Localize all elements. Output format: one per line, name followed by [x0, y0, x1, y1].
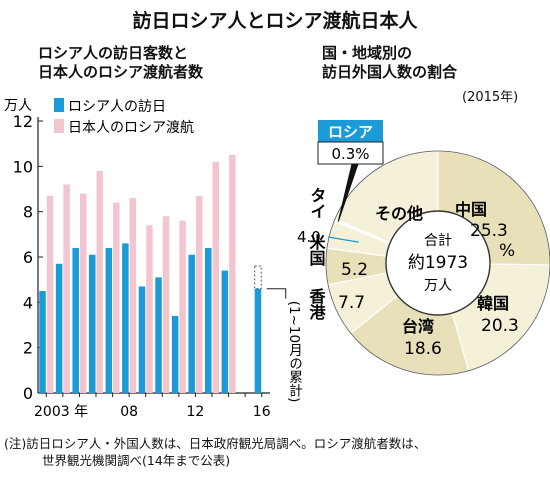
pie-label-hongkong-name: 香港	[307, 288, 327, 321]
pie-center-circle	[385, 210, 491, 316]
bar-russian-visitors	[39, 291, 46, 393]
y-tick-label: 2	[23, 339, 33, 358]
pie-outline	[325, 150, 550, 376]
bar-japanese-travelers	[162, 216, 170, 393]
pie-label-us-name: 米国	[307, 233, 326, 267]
pie-leader-thailand	[327, 236, 359, 243]
pie-chart-subtitle: 訪日外国人数の割合	[322, 63, 458, 81]
bar-russian-visitors	[122, 243, 129, 393]
y-tick-label: 4	[23, 293, 33, 312]
legend-swatch-russian-visitors	[54, 98, 64, 112]
y-tick-label: 12	[13, 112, 33, 131]
page-title: 訪日ロシア人とロシア渡航日本人	[132, 10, 418, 32]
bar-russian-visitors	[138, 286, 146, 393]
pie-label-china-unit: %	[499, 241, 515, 261]
pie-center-label-amount: 約1973	[408, 253, 468, 273]
bar-japanese-travelers	[79, 193, 87, 393]
pie-label-hongkong-value: 7.7	[338, 293, 365, 313]
bar-russian-visitors	[105, 247, 113, 393]
y-tick-label: 0	[23, 384, 33, 403]
x-tick-label: 2003 年	[34, 404, 88, 420]
y-tick-label: 6	[23, 248, 33, 267]
russia-badge-value-box	[317, 141, 384, 165]
bar-japanese-travelers	[195, 195, 203, 393]
pie-center-label-total: 合計	[424, 233, 452, 249]
russia-badge-box	[318, 120, 383, 142]
bar-japanese-travelers	[212, 161, 219, 393]
bar-chart-title: ロシア人の訪日客数と	[38, 44, 189, 62]
footnote-line-2: 世界観光機関調べ(14年まで公表)	[42, 453, 231, 468]
x-tick-label: 16	[253, 404, 271, 420]
pie-label-taiwan-name: 台湾	[402, 317, 434, 336]
bar-chart-subtitle: 日本人のロシア渡航者数	[38, 63, 204, 81]
annotation-leader-line	[266, 288, 287, 299]
pie-leader-russia	[337, 163, 359, 222]
legend-label-russian-visitors: ロシア人の訪日	[68, 99, 166, 115]
footnote-line-1: (注)訪日ロシア人・外国人数は、日本政府観光局調べ。ロシア渡航者数は、	[4, 436, 427, 451]
bar-japanese-travelers	[129, 198, 137, 393]
y-axis-unit: 万人	[4, 98, 32, 114]
russia-badge-name: ロシア	[328, 123, 373, 141]
bar-japanese-travelers	[229, 155, 236, 393]
bar-2016-estimate-outline	[254, 265, 262, 290]
pie-label-thailand-value: 4.0	[297, 228, 321, 246]
annotation-partial-year: (1~10月の累計)	[286, 301, 303, 403]
x-tick-label: 12	[187, 404, 205, 420]
bar-russian-visitors	[171, 315, 179, 393]
bar-japanese-travelers	[146, 225, 153, 393]
bar-russian-visitors	[188, 254, 195, 393]
y-tick-label: 10	[13, 157, 33, 176]
bar-russian-visitors	[205, 247, 212, 393]
bar-russian-visitors	[72, 247, 79, 393]
bar-japanese-travelers	[63, 184, 70, 393]
pie-label-thailand-name: タイ	[308, 187, 327, 219]
pie-year-note: (2015年)	[462, 90, 519, 105]
pie-label-china-value: 25.3	[470, 221, 508, 241]
pie-label-others-name: その他	[375, 204, 423, 223]
legend-label-japanese-travelers: 日本人のロシア渡航	[68, 120, 194, 136]
bar-japanese-travelers	[179, 220, 186, 393]
bar-japanese-travelers	[96, 170, 103, 393]
y-tick-label: 8	[23, 203, 33, 222]
bar-japanese-travelers	[46, 195, 54, 393]
pie-label-korea-value: 20.3	[481, 316, 519, 336]
bar-japanese-travelers	[113, 202, 120, 393]
pie-label-taiwan-value: 18.6	[404, 339, 442, 359]
x-tick-label: 08	[120, 404, 138, 420]
bar-russian-visitors	[254, 288, 262, 393]
bar-russian-visitors	[89, 254, 96, 393]
legend-swatch-japanese-travelers	[54, 119, 64, 133]
bar-russian-visitors	[55, 263, 63, 393]
bar-russian-visitors	[155, 277, 162, 393]
russia-badge-value: 0.3%	[331, 145, 369, 163]
bar-russian-visitors	[221, 270, 229, 393]
pie-center-label-unit: 万人	[424, 278, 452, 294]
pie-label-us-value: 5.2	[341, 260, 368, 280]
pie-label-china-name: 中国	[455, 200, 487, 219]
pie-chart-title: 国・地域別の	[322, 44, 413, 62]
pie-label-korea-name: 韓国	[477, 294, 509, 313]
